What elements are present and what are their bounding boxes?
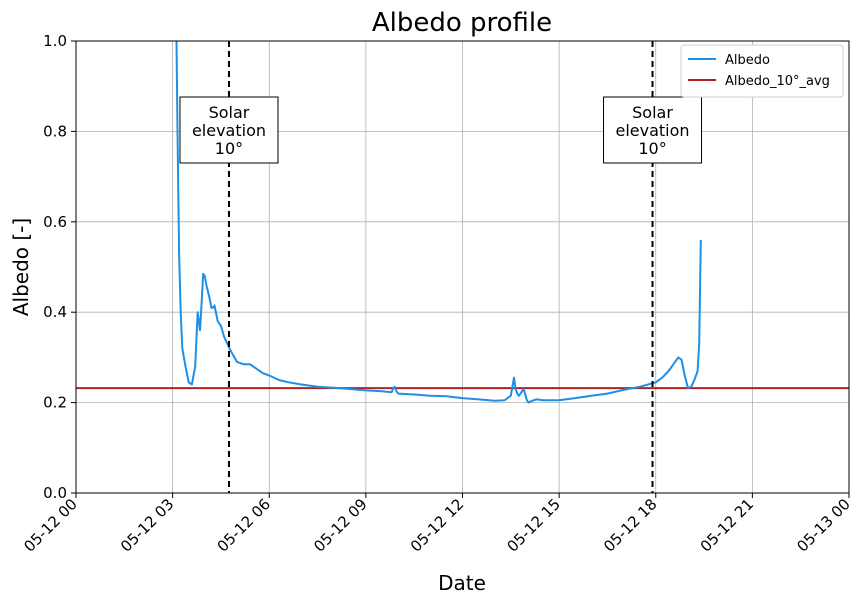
y-tick-label: 0.2 — [43, 394, 67, 412]
y-tick-label: 0.6 — [43, 213, 67, 231]
y-tick-label: 0.4 — [43, 303, 67, 321]
legend: Albedo Albedo_10°_avg — [680, 44, 844, 98]
solar-elevation-box — [179, 96, 279, 164]
chart-title: Albedo profile — [372, 8, 552, 38]
series-line-albedo — [175, 40, 702, 404]
solar-elevation-label: elevation — [192, 121, 266, 140]
y-tick-label: 0.8 — [43, 122, 67, 140]
legend-label-albedo-avg: Albedo_10°_avg — [725, 74, 830, 89]
solar-elevation-box — [603, 96, 703, 164]
solar-elevation-label: 10° — [215, 139, 243, 158]
y-tick-label: 0.0 — [43, 484, 67, 502]
x-axis-title: Date — [438, 571, 486, 595]
legend-box — [680, 44, 844, 98]
solar-elevation-label: 10° — [638, 139, 666, 158]
solar-elevation-label: Solar — [209, 103, 250, 122]
y-tick-label: 1.0 — [43, 32, 67, 50]
y-axis-title: Albedo [-] — [9, 218, 33, 316]
solar-elevation-label: elevation — [615, 121, 689, 140]
series-layer-albedo — [175, 40, 702, 404]
legend-label-albedo: Albedo — [725, 53, 770, 68]
solar-elevation-label: Solar — [632, 103, 673, 122]
